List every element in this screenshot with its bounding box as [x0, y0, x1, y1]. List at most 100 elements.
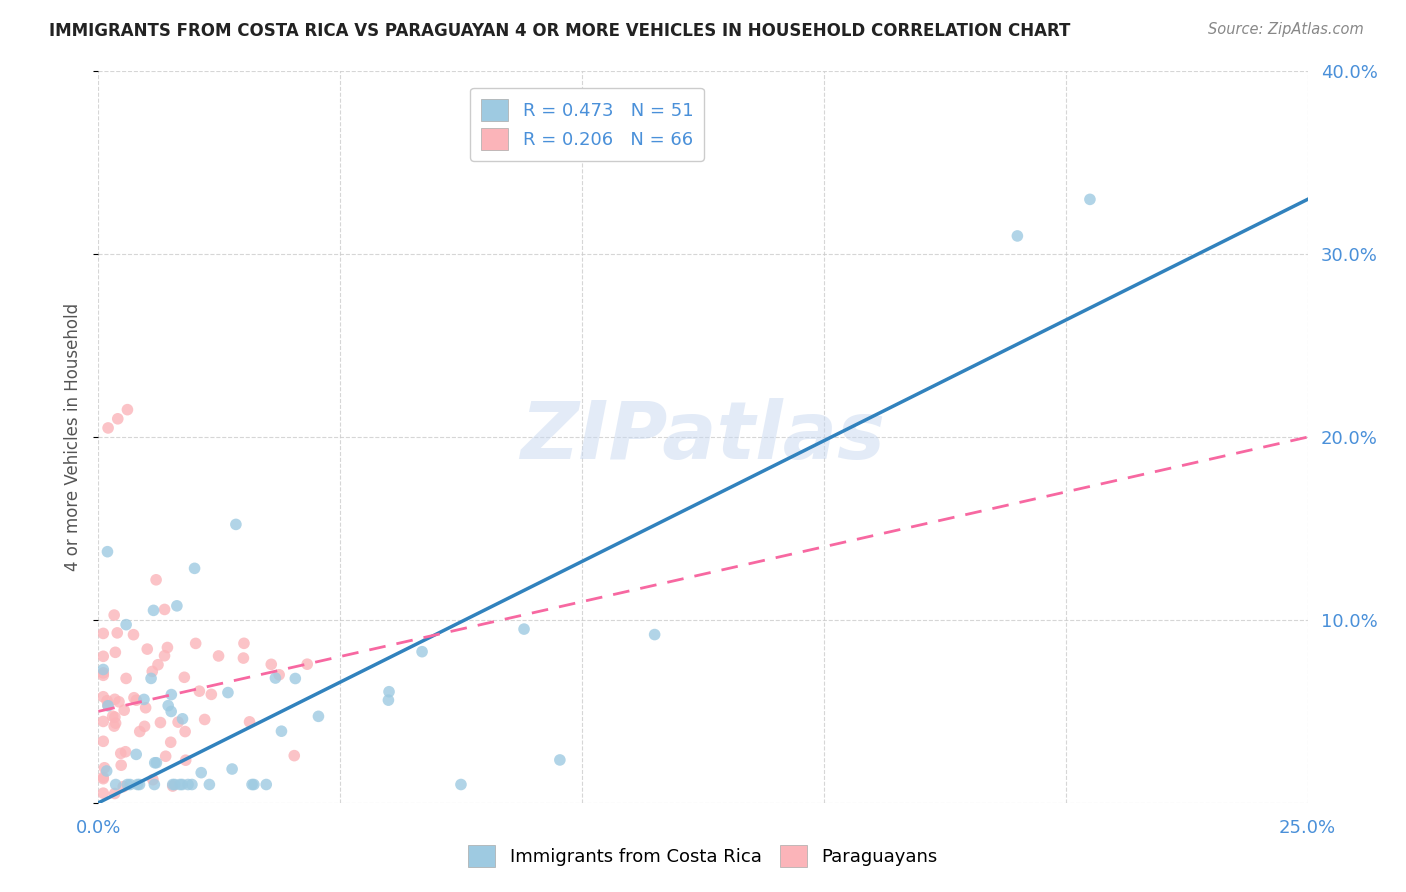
- Point: [104, 645, 127, 659]
- Point: [270, 724, 292, 739]
- Point: [91, 690, 114, 704]
- Point: [104, 692, 127, 706]
- Point: [141, 665, 163, 679]
- Point: [225, 517, 247, 532]
- Point: [127, 778, 149, 792]
- Point: [484, 146, 506, 161]
- Point: [91, 714, 114, 729]
- Point: [97, 698, 120, 713]
- Point: [167, 715, 190, 730]
- Point: [104, 778, 127, 792]
- Point: [91, 626, 114, 640]
- Point: [157, 698, 180, 713]
- Legend: Immigrants from Costa Rica, Paraguayans: Immigrants from Costa Rica, Paraguayans: [461, 838, 945, 874]
- Point: [128, 724, 150, 739]
- Point: [163, 778, 186, 792]
- Text: IMMIGRANTS FROM COSTA RICA VS PARAGUAYAN 4 OR MORE VEHICLES IN HOUSEHOLD CORRELA: IMMIGRANTS FROM COSTA RICA VS PARAGUAYAN…: [49, 22, 1070, 40]
- Point: [105, 625, 128, 640]
- Point: [269, 667, 291, 681]
- Point: [240, 778, 263, 792]
- Point: [117, 778, 139, 792]
- Point: [91, 665, 114, 680]
- Point: [114, 745, 136, 759]
- Point: [139, 672, 162, 686]
- Text: Source: ZipAtlas.com: Source: ZipAtlas.com: [1208, 22, 1364, 37]
- Point: [104, 710, 127, 724]
- Point: [134, 719, 156, 733]
- Point: [162, 778, 184, 792]
- Point: [169, 778, 191, 792]
- Point: [149, 715, 172, 730]
- Point: [233, 636, 256, 650]
- Point: [207, 648, 229, 663]
- Point: [194, 713, 217, 727]
- Point: [172, 778, 194, 792]
- Point: [122, 628, 145, 642]
- Point: [136, 642, 159, 657]
- Point: [411, 645, 433, 659]
- Point: [162, 779, 184, 793]
- Point: [174, 753, 197, 767]
- Point: [145, 573, 167, 587]
- Point: [238, 714, 260, 729]
- Point: [110, 758, 132, 772]
- Point: [115, 672, 138, 686]
- Point: [142, 603, 165, 617]
- Point: [260, 657, 283, 672]
- Point: [153, 602, 176, 616]
- Point: [378, 684, 401, 698]
- Point: [160, 705, 183, 719]
- Point: [112, 703, 135, 717]
- Legend: R = 0.473   N = 51, R = 0.206   N = 66: R = 0.473 N = 51, R = 0.206 N = 66: [470, 87, 704, 161]
- Point: [243, 778, 266, 792]
- Point: [184, 636, 207, 650]
- Point: [96, 694, 118, 708]
- Point: [173, 670, 195, 684]
- Point: [156, 640, 179, 655]
- Point: [117, 402, 139, 417]
- Point: [198, 778, 221, 792]
- Point: [283, 748, 305, 763]
- Point: [548, 753, 571, 767]
- Point: [97, 421, 120, 435]
- Point: [200, 687, 222, 701]
- Point: [93, 761, 115, 775]
- Point: [125, 693, 148, 707]
- Point: [91, 770, 114, 784]
- Point: [96, 544, 118, 558]
- Point: [181, 778, 204, 792]
- Point: [101, 709, 124, 723]
- Point: [160, 688, 183, 702]
- Point: [232, 651, 254, 665]
- Point: [155, 749, 177, 764]
- Point: [513, 622, 536, 636]
- Point: [91, 649, 114, 664]
- Point: [146, 657, 169, 672]
- Point: [145, 756, 167, 770]
- Point: [307, 709, 329, 723]
- Point: [97, 698, 120, 713]
- Point: [172, 712, 194, 726]
- Point: [183, 561, 205, 575]
- Point: [96, 764, 118, 778]
- Point: [143, 778, 166, 792]
- Point: [107, 412, 129, 426]
- Point: [450, 778, 472, 792]
- Point: [112, 780, 135, 794]
- Point: [91, 786, 114, 800]
- Point: [174, 724, 197, 739]
- Point: [143, 756, 166, 770]
- Point: [188, 684, 211, 698]
- Point: [177, 778, 200, 792]
- Point: [104, 787, 127, 801]
- Point: [135, 700, 157, 714]
- Point: [103, 608, 125, 623]
- Point: [142, 772, 165, 787]
- Y-axis label: 4 or more Vehicles in Household: 4 or more Vehicles in Household: [65, 303, 83, 571]
- Point: [91, 772, 114, 786]
- Point: [264, 671, 287, 685]
- Point: [108, 695, 131, 709]
- Point: [110, 747, 132, 761]
- Point: [295, 657, 318, 672]
- Point: [125, 747, 148, 762]
